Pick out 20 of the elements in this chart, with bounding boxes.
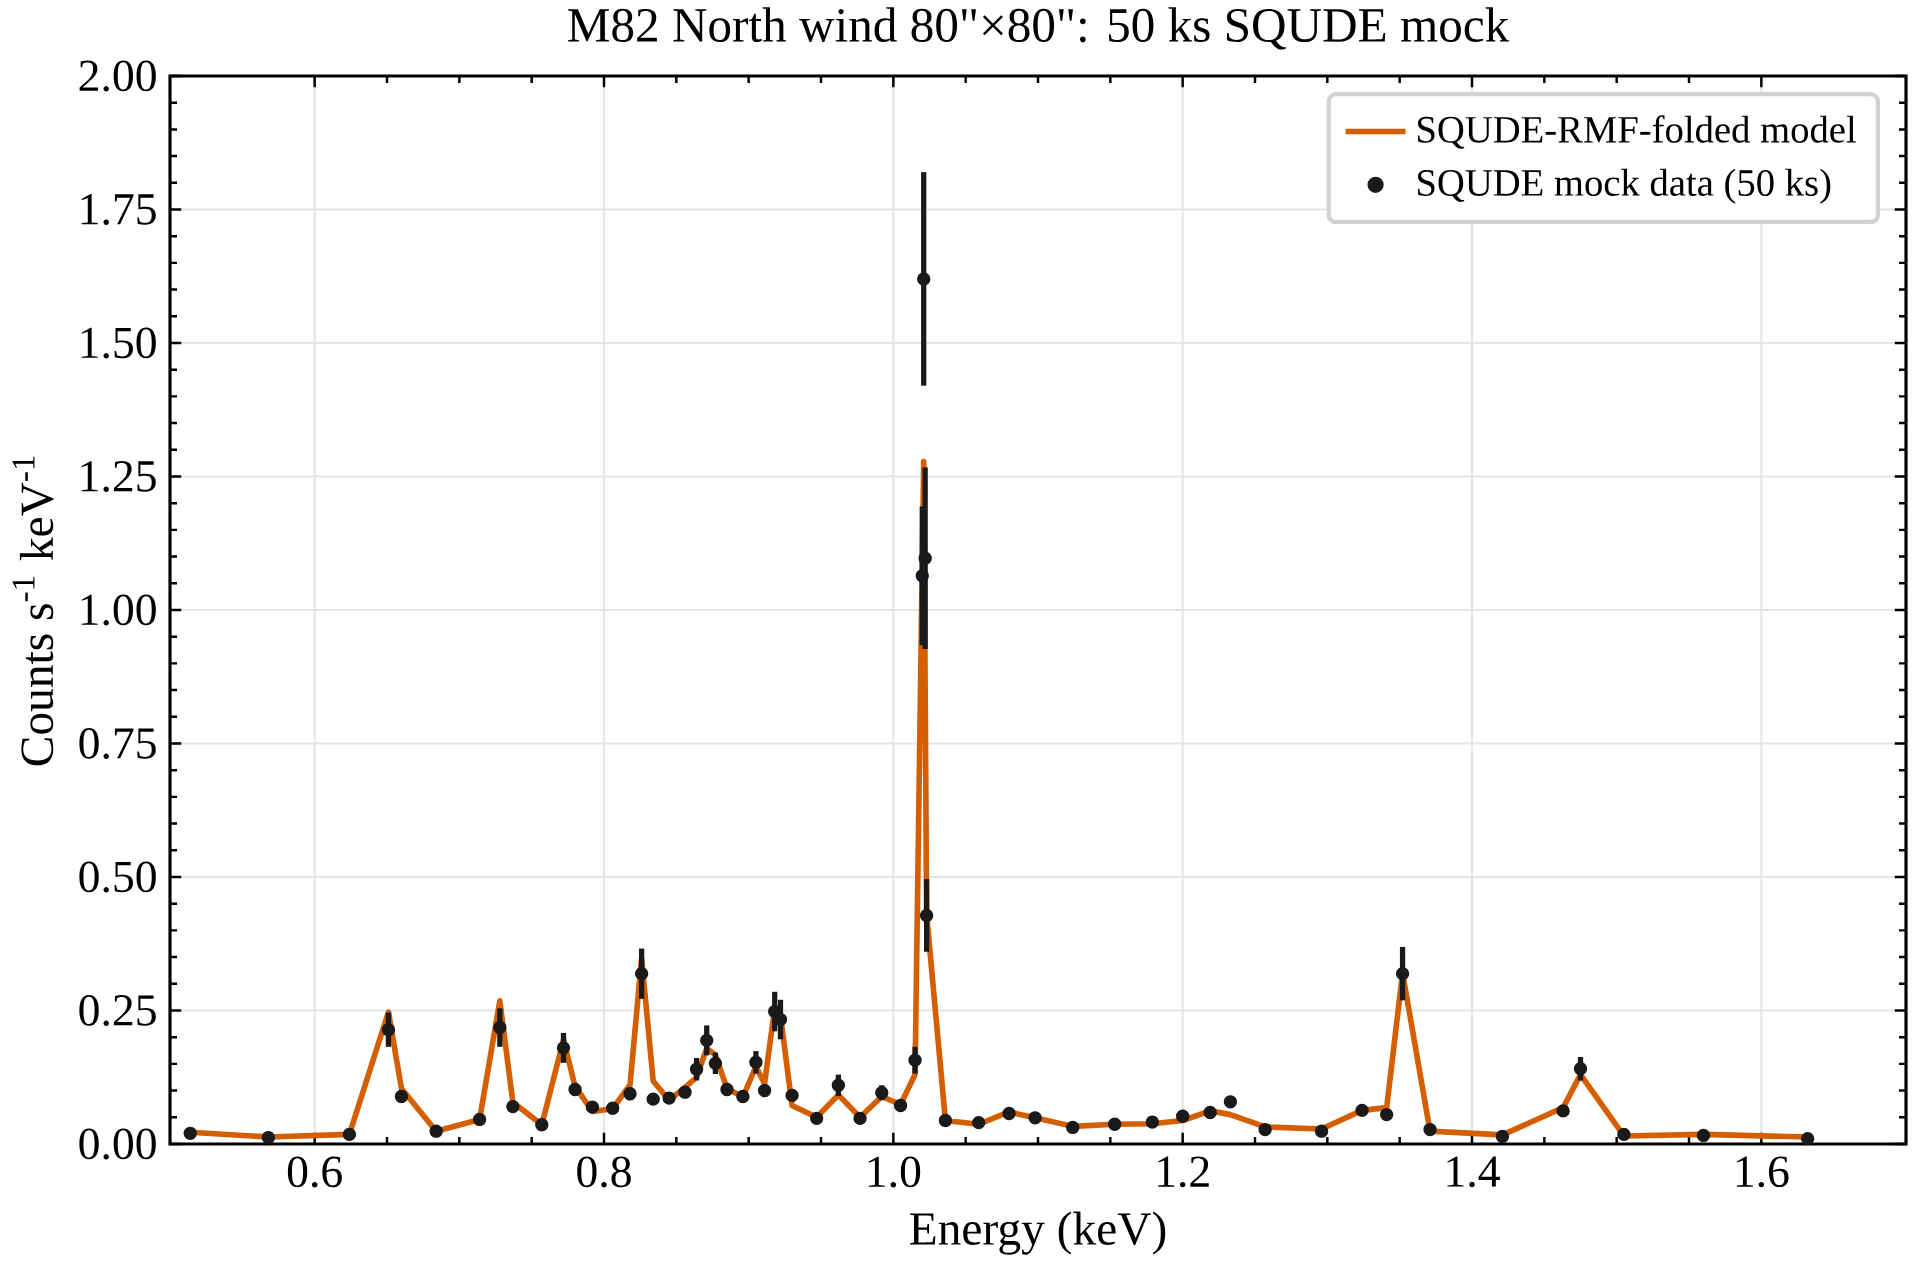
y-axis-title: Counts s$^{-1}$ keV$^{-1}$ (12, 456, 54, 766)
y-tick-label: 0.50 (79, 861, 156, 893)
x-tick-label: 0.8 (577, 1156, 631, 1188)
y-tick-label: 2.00 (79, 60, 156, 92)
legend-label: SQUDE-RMF-folded model (1418, 115, 1856, 149)
y-tick-label: 0.75 (79, 727, 156, 760)
chart-title: M82 North wind 80"×80": 50 ks SQUDE mock (568, 7, 1510, 50)
y-tick-label: 1.75 (81, 194, 156, 225)
x-tick-label: 1.0 (868, 1156, 921, 1188)
x-axis-title: Energy (keV) (910, 1211, 1166, 1255)
y-tick-label: 0.00 (79, 1128, 156, 1160)
x-tick-label: 1.2 (1158, 1156, 1209, 1188)
x-tick-label: 1.4 (1447, 1156, 1500, 1188)
y-tick-label: 1.00 (81, 594, 156, 626)
y-tick-label: 0.25 (79, 994, 156, 1027)
y-tick-label: 1.50 (81, 327, 156, 359)
legend-label: SQUDE mock data (50 ks) (1418, 168, 1831, 204)
x-tick-label: 1.6 (1736, 1156, 1789, 1188)
y-tick-label: 1.25 (81, 461, 156, 492)
x-tick-label: 0.6 (287, 1156, 342, 1188)
